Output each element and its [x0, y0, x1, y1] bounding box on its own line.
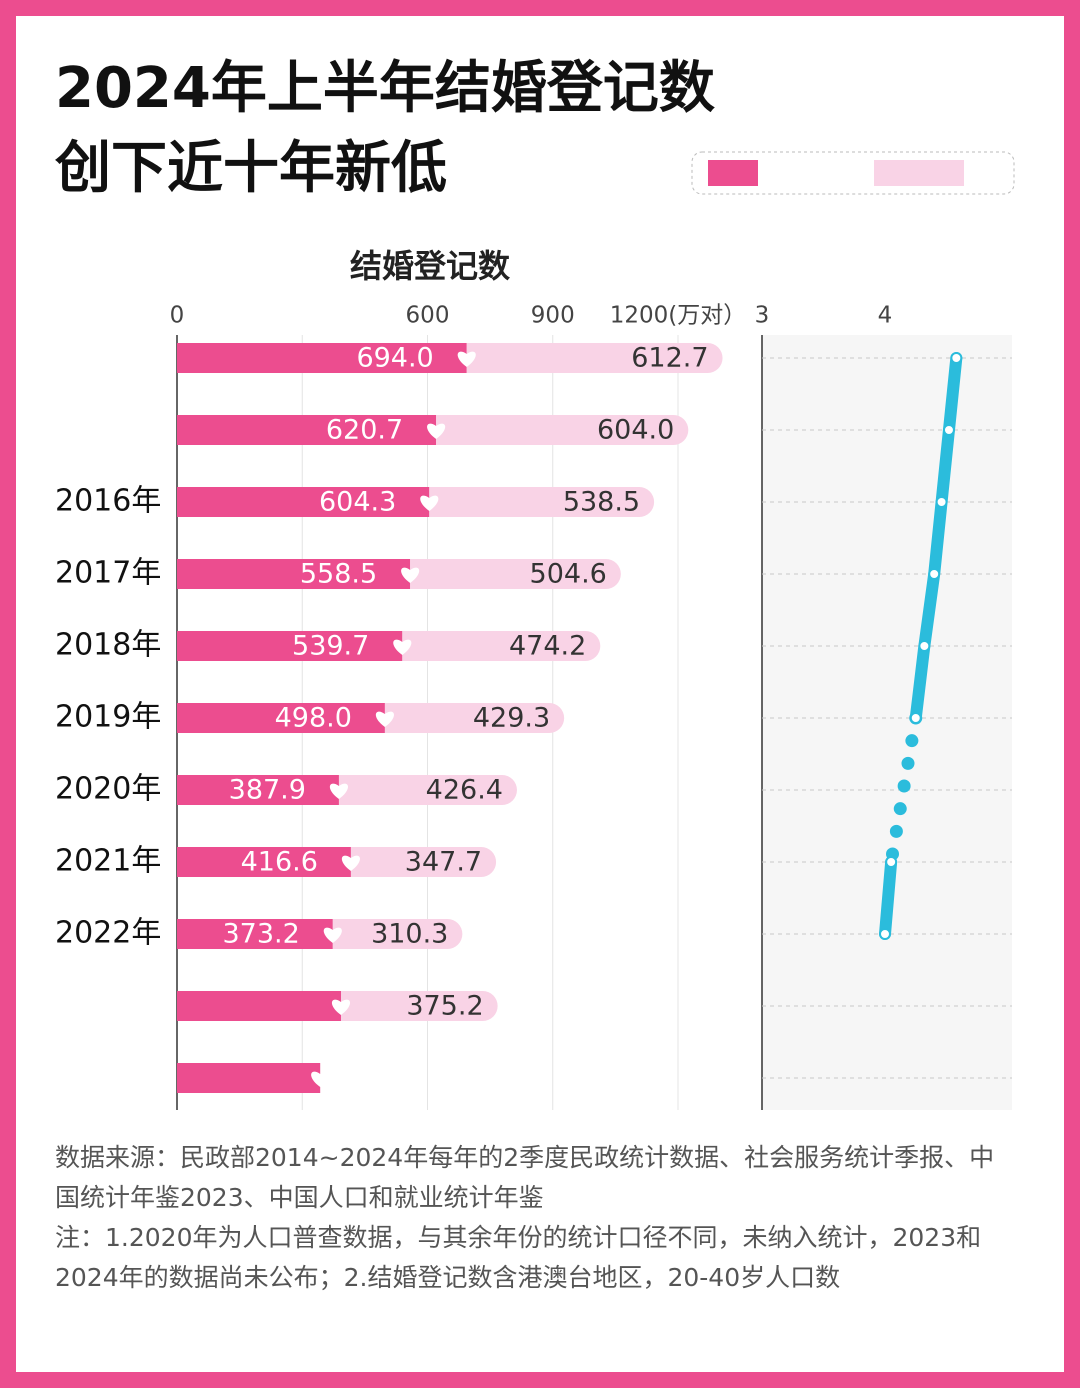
heart-icon	[341, 855, 360, 871]
value-label: 474.2	[509, 631, 586, 662]
point	[885, 856, 898, 868]
note: 数据来源：民政部2014~2024年每年的2季度民政统计数据、社会服务统计季报、…	[55, 1143, 995, 1212]
note: 注：1.2020年为人口普查数据，与其余年份的统计口径不同，未纳入统计，2023…	[55, 1223, 982, 1292]
point	[918, 640, 931, 652]
point	[879, 928, 891, 940]
value-label: 310.3	[371, 919, 448, 950]
value-label: 604.3	[319, 487, 396, 518]
heart-icon	[393, 639, 412, 655]
heart-icon	[427, 423, 446, 439]
value-label: 558.5	[300, 559, 377, 590]
x-tick-label: 600	[406, 303, 450, 329]
value-label: 375.2	[406, 991, 483, 1022]
y-tick-label: 2021年	[55, 844, 161, 879]
y-tick-label: 2018年	[55, 628, 161, 663]
value-label: 429.3	[473, 703, 550, 734]
heart-icon	[401, 567, 420, 583]
value-label: 373.2	[223, 919, 300, 950]
line	[909, 352, 963, 724]
gap-connector	[884, 711, 923, 869]
bar	[177, 919, 333, 949]
chart-title: 结婚登记数	[350, 247, 511, 285]
bar	[350, 847, 497, 877]
bar	[177, 559, 411, 589]
x-tick-label: 3	[755, 303, 770, 329]
notes: 数据来源：民政部2014~2024年每年的2季度民政统计数据、社会服务统计季报、…	[55, 1138, 1005, 1298]
bar	[384, 703, 565, 733]
point	[935, 496, 948, 508]
bar	[429, 487, 655, 517]
value-label: 612.7	[631, 343, 708, 374]
bar	[402, 631, 601, 661]
point	[928, 568, 941, 580]
value-label: 347.7	[405, 847, 482, 878]
y-tick-label: 2020年	[55, 772, 161, 807]
bar	[177, 343, 467, 373]
title: 创下近十年新低	[55, 136, 447, 201]
bar	[466, 343, 723, 373]
line	[879, 856, 898, 940]
x-tick-label: 1200(万对）	[610, 303, 747, 329]
bar	[177, 775, 339, 805]
value-label: 620.7	[326, 415, 403, 446]
heart-icon	[329, 783, 349, 799]
bar	[177, 991, 341, 1021]
plot-bg	[762, 335, 1012, 1110]
bar	[410, 559, 621, 589]
value-label: 504.6	[530, 559, 607, 590]
bar	[177, 415, 437, 445]
value-label: 416.6	[241, 847, 318, 878]
bar	[338, 775, 517, 805]
x-tick-label: 0	[170, 303, 185, 329]
bar	[177, 631, 403, 661]
value-label: 538.5	[563, 487, 640, 518]
legend-box	[691, 151, 1015, 195]
value-label: 694.0	[356, 343, 433, 374]
title: 2024年上半年结婚登记数	[55, 56, 715, 121]
y-tick-label: 2017年	[55, 556, 161, 591]
heart-icon	[311, 1071, 330, 1087]
bar	[177, 487, 430, 517]
point	[909, 712, 922, 724]
y-tick-label: 2019年	[55, 700, 161, 735]
value-label: 604.0	[597, 415, 674, 446]
bar	[177, 703, 385, 733]
heart-icon	[420, 495, 439, 511]
heart-icon	[331, 999, 351, 1015]
x-tick-label: 900	[531, 303, 575, 329]
bar	[436, 415, 689, 445]
bar	[340, 991, 498, 1022]
value-label: 498.0	[275, 703, 352, 734]
bar	[177, 847, 351, 877]
x-tick-label: 4	[878, 303, 893, 329]
bar	[177, 1063, 321, 1093]
heart-icon	[375, 711, 394, 727]
heart-icon	[457, 351, 476, 367]
value-label: 539.7	[292, 631, 369, 662]
y-tick-label: 2022年	[55, 916, 161, 951]
point	[950, 352, 963, 364]
point	[942, 424, 955, 436]
value-label: 426.4	[426, 775, 503, 806]
bar	[332, 919, 463, 949]
value-label: 387.9	[229, 775, 306, 806]
heart-icon	[323, 927, 342, 943]
legend-swatch	[708, 160, 758, 186]
legend-swatch	[874, 160, 964, 186]
y-tick-label: 2016年	[55, 484, 161, 519]
